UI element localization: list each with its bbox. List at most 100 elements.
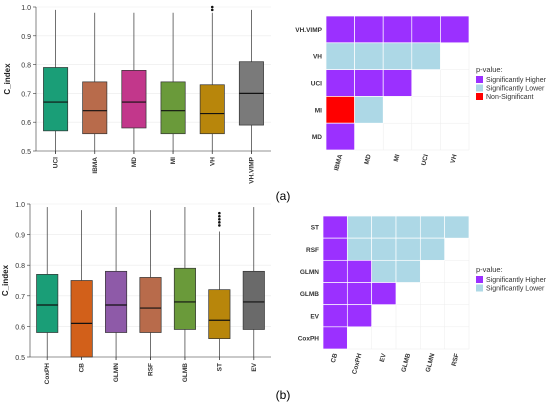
legend-label: Significantly Lower — [486, 86, 545, 93]
heatmap-cell — [382, 69, 413, 97]
caption-b: (b) — [276, 388, 291, 402]
heatmap-row-label: GLMN — [300, 269, 319, 276]
heatmap-cell — [346, 259, 373, 283]
x-tick-label: UCI — [53, 157, 60, 168]
boxplot-panel-b: 0.5 0.6 0.7 0.8 0.9 1.0 C_index CoxPH CB GLMN RSF G… — [1, 202, 271, 384]
x-tick-label: MI — [170, 157, 177, 164]
heatmap-cell — [354, 42, 384, 70]
heatmap-row-label: VH.VIMP — [295, 27, 322, 34]
y-tick-label: 0.5 — [21, 149, 31, 156]
x-tick-label: CB — [79, 363, 86, 373]
legend-title: p-value: — [476, 265, 503, 274]
y-tick-label: 0.7 — [21, 91, 31, 98]
x-tick-label: EV — [251, 362, 258, 371]
heatmap-cell — [371, 259, 397, 283]
heatmap-cell — [354, 96, 384, 124]
heatmap-row-label: MI — [315, 107, 322, 114]
heatmap-cell — [440, 15, 470, 44]
legend-swatch — [476, 276, 483, 283]
heatmap-cell — [325, 122, 355, 151]
x-tick-label: MD — [131, 157, 138, 167]
x-tick-label: IBMA — [92, 157, 99, 174]
legend-swatch — [476, 284, 483, 292]
legend-title: p-value: — [476, 65, 503, 74]
plot-area — [36, 7, 271, 151]
x-tick-label: GLMB — [182, 363, 189, 382]
y-tick-label: 0.6 — [21, 120, 31, 127]
y-axis-title: C_index — [1, 264, 10, 296]
heatmap-cell — [322, 282, 348, 306]
heatmap-cell — [395, 259, 421, 283]
heatmap-cell — [325, 69, 355, 97]
heatmap-panel-a: VH.VIMP VH UCI MI MD IBMA MD MI UCI VH p-value: Sig… — [295, 15, 547, 172]
heatmap-cell — [419, 215, 446, 239]
box-uci — [43, 67, 69, 132]
y-axis-title: C_index — [3, 63, 12, 95]
y-tick-label: 0.7 — [15, 294, 25, 301]
heatmap-row-label: MD — [312, 134, 322, 141]
heatmap-row-label: RSF — [306, 247, 319, 254]
box-mi — [160, 81, 186, 135]
heatmap-cell — [354, 69, 384, 97]
legend-label: Non-Significant — [486, 94, 534, 101]
heatmap-cell — [322, 326, 348, 350]
heatmap-row-label: VH — [313, 54, 322, 61]
outlier-point — [210, 5, 214, 9]
heatmap-cell — [395, 215, 421, 239]
heatmap-cell — [419, 237, 446, 261]
x-tick-label: VH.VIMP — [248, 156, 255, 183]
boxplot-panel-a: 0.5 0.6 0.7 0.8 0.9 1.0 C_index UCI IBMA MD MI VH VH… — [3, 5, 271, 184]
heatmap-col-label: GLMN — [425, 352, 437, 373]
heatmap-col-label: EV — [379, 352, 388, 363]
y-tick-label: 0.8 — [21, 63, 31, 70]
heatmap-row-label: UCI — [311, 81, 322, 88]
heatmap-col-label: VH — [450, 153, 459, 164]
heatmap-col-label: GLMB — [400, 352, 412, 373]
heatmap-cell — [411, 15, 441, 44]
y-tick-label: 1.0 — [21, 5, 31, 12]
box-cb — [70, 280, 93, 358]
outlier-point — [210, 8, 214, 12]
box-st — [208, 289, 231, 339]
heatmap-cell — [354, 15, 384, 44]
heatmap-row-label: GLMB — [300, 291, 319, 298]
box-vh — [199, 84, 225, 135]
heatmap-col-label: IBMA — [333, 153, 344, 171]
heatmap-cell — [371, 282, 397, 306]
heatmap-col-label: CB — [330, 352, 339, 363]
legend-label: Significantly Higher — [486, 277, 547, 284]
heatmap-cell — [325, 42, 355, 70]
outlier-point — [218, 214, 221, 218]
x-tick-label: RSF — [148, 363, 155, 376]
heatmap-cell — [325, 15, 355, 44]
heatmap-cell — [411, 42, 441, 70]
heatmap-cell — [382, 42, 413, 70]
y-tick-label: 0.5 — [15, 355, 25, 362]
outlier-point — [218, 211, 221, 215]
heatmap-cell — [371, 237, 397, 261]
heatmap-col-label: MI — [393, 154, 402, 163]
legend-swatch — [476, 84, 483, 92]
heatmap-col-label: RSF — [451, 353, 461, 367]
heatmap-cell — [325, 96, 355, 124]
legend-swatch — [476, 93, 483, 100]
y-tick-label: 0.9 — [21, 34, 31, 41]
x-tick-label: VH — [209, 157, 216, 166]
heatmap-cell — [322, 237, 348, 261]
legend-label: Significantly Lower — [486, 286, 545, 293]
outlier-point — [218, 224, 221, 227]
box-glmb — [173, 267, 196, 330]
heatmap-cell — [322, 259, 348, 283]
box-rsf — [139, 277, 162, 333]
heatmap-cell — [382, 15, 413, 44]
heatmap-cell — [444, 215, 470, 239]
legend-label: Significantly Higher — [486, 77, 547, 84]
box-md — [121, 70, 147, 129]
heatmap-row-label: EV — [310, 313, 319, 320]
heatmap-cell — [322, 215, 348, 239]
box-ev — [242, 270, 265, 330]
outlier-point — [218, 218, 221, 221]
heatmap-cell — [346, 237, 373, 261]
